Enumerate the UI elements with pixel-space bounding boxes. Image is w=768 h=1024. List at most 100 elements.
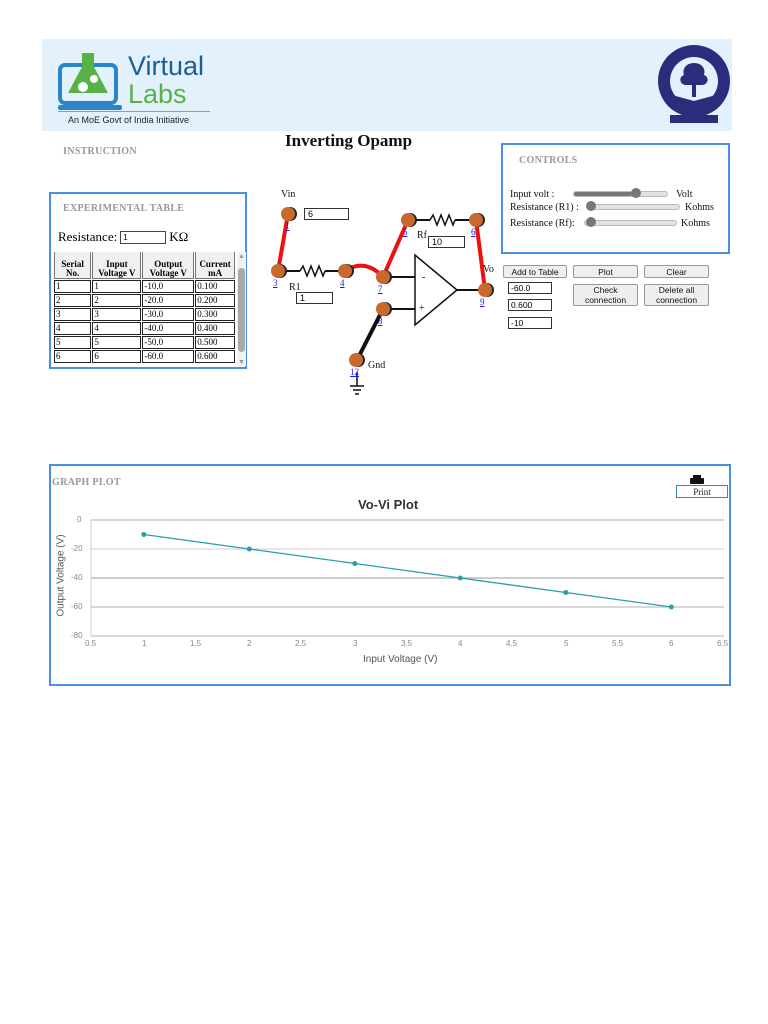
node-5-label[interactable]: 5	[403, 227, 408, 237]
plot-button[interactable]: Plot	[573, 265, 638, 278]
virtual-labs-logo-icon	[58, 53, 122, 110]
y-tick: 0	[77, 515, 82, 524]
printer-icon[interactable]	[690, 475, 704, 485]
node-8-label[interactable]: 8	[378, 316, 383, 326]
node-12-gnd[interactable]	[349, 353, 363, 367]
cell: -60.0	[142, 350, 195, 363]
cell: 1	[54, 280, 92, 293]
rf-slider-thumb[interactable]	[586, 217, 596, 227]
scroll-down-arrow-icon[interactable]: ▼	[238, 358, 245, 366]
x-tick: 3	[353, 639, 358, 648]
rf-slider[interactable]	[584, 220, 677, 226]
r1-slider-thumb[interactable]	[586, 201, 596, 211]
controls-panel: CONTROLS Input volt : Volt Resistance (R…	[501, 143, 730, 254]
opamp-minus-sign: -	[422, 272, 425, 283]
instruction-label[interactable]: INSTRUCTION	[63, 146, 137, 157]
node-6-label[interactable]: 6	[471, 227, 476, 237]
rf-input[interactable]	[428, 236, 465, 248]
node-1-vin[interactable]	[281, 207, 295, 221]
cell: 2	[54, 294, 92, 307]
experimental-table-label: EXPERIMENTAL TABLE	[63, 203, 185, 214]
cell: 0.600	[195, 350, 235, 363]
page-title: Inverting Opamp	[285, 131, 413, 150]
table-row: 4 4 -40.0 0.400	[54, 322, 235, 335]
x-tick: 1	[142, 639, 147, 648]
x-tick: 1.5	[190, 639, 202, 648]
delete-all-connection-button[interactable]: Delete all connection	[644, 284, 709, 306]
node-3-label[interactable]: 3	[273, 278, 278, 288]
resistance-input[interactable]	[120, 230, 167, 244]
resistance-unit: KΩ	[169, 229, 189, 244]
scroll-up-arrow-icon[interactable]: ▲	[238, 252, 245, 260]
logo-divider	[58, 111, 210, 112]
x-tick: 6	[669, 639, 674, 648]
node-7-label[interactable]: 7	[378, 284, 383, 294]
x-tick: 3.5	[401, 639, 413, 648]
node-3[interactable]	[271, 264, 285, 278]
input-volt-slider-thumb[interactable]	[631, 188, 641, 198]
node-4-label[interactable]: 4	[340, 278, 345, 288]
vo-label: Vo	[483, 264, 494, 275]
institute-emblem-icon	[658, 45, 730, 123]
table-row: 3 3 -30.0 0.300	[54, 308, 235, 321]
column-header-output-voltage: Output Voltage V	[142, 252, 195, 279]
x-tick: 6.5	[717, 639, 729, 648]
node-9-label[interactable]: 9	[480, 297, 485, 307]
logo-tagline: An MoE Govt of India Initiative	[68, 115, 190, 125]
table-row: 6 6 -60.0 0.600	[54, 350, 235, 363]
logo-text-virtual: Virtual	[128, 51, 205, 81]
node-12-label[interactable]: 12	[350, 367, 359, 377]
input-volt-slider[interactable]	[573, 191, 668, 197]
x-tick: 5	[564, 639, 569, 648]
header-banner: Virtual Labs An MoE Govt of India Initia…	[42, 39, 732, 131]
add-to-table-button[interactable]: Add to Table	[503, 265, 567, 278]
node-9-vo[interactable]	[478, 283, 492, 297]
experimental-table-scroll: Serial No. Input Voltage V Output Voltag…	[53, 252, 243, 368]
cell: 5	[54, 336, 92, 349]
rf-slider-label: Resistance (Rf):	[510, 218, 575, 229]
print-button[interactable]: Print	[676, 485, 728, 498]
input-volt-slider-fill	[574, 192, 632, 196]
y-tick: -40	[71, 573, 83, 582]
cell: 5	[92, 336, 142, 349]
circuit-diagram: - + Vin R1 Rf Vo Gnd 1 3 4 7 8 5 6 9 12	[260, 180, 500, 405]
cell: 2	[92, 294, 142, 307]
vin-label: Vin	[281, 189, 296, 200]
node-5[interactable]	[401, 213, 415, 227]
x-tick: 5.5	[612, 639, 624, 648]
r1-slider[interactable]	[588, 204, 680, 210]
column-header-current: Current mA	[195, 252, 235, 279]
x-tick: 2.5	[295, 639, 307, 648]
r1-input[interactable]	[296, 292, 333, 304]
table-scrollbar[interactable]: ▲ ▼	[237, 252, 246, 366]
clear-button[interactable]: Clear	[644, 265, 709, 278]
node-8-noninverting[interactable]	[376, 302, 390, 316]
chart-title: Vo-Vi Plot	[358, 497, 419, 512]
cell: 0.300	[195, 308, 235, 321]
cell: -50.0	[142, 336, 195, 349]
vin-input[interactable]	[304, 208, 349, 220]
cell: 6	[54, 350, 92, 363]
check-connection-button[interactable]: Check connection	[573, 284, 638, 306]
node-1-label[interactable]: 1	[285, 221, 290, 231]
node-6[interactable]	[469, 213, 483, 227]
controls-label: CONTROLS	[519, 155, 578, 166]
r1-slider-unit: Kohms	[685, 202, 714, 213]
y-tick: -20	[71, 544, 83, 553]
cell: 3	[54, 308, 92, 321]
line-chart	[90, 519, 724, 637]
graph-plot-label: GRAPH PLOT	[52, 477, 121, 488]
resistance-label: Resistance:	[58, 229, 118, 244]
x-axis-label: Input Voltage (V)	[363, 654, 438, 665]
cell: -20.0	[142, 294, 195, 307]
r1-slider-label: Resistance (R1) :	[510, 202, 579, 213]
node-7-inverting[interactable]	[376, 270, 390, 284]
scroll-thumb[interactable]	[238, 268, 245, 352]
table-row: 2 2 -20.0 0.200	[54, 294, 235, 307]
gain-display: -10	[508, 317, 552, 329]
column-header-input-voltage: Input Voltage V	[92, 252, 142, 279]
cell: -30.0	[142, 308, 195, 321]
node-4[interactable]	[338, 264, 352, 278]
resistance-row: Resistance: KΩ	[58, 229, 188, 245]
current-display: 0.600	[508, 299, 552, 311]
